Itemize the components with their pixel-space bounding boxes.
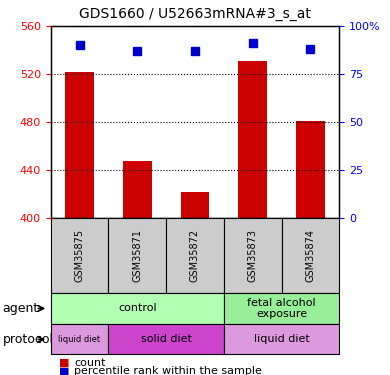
Bar bbox=[181, 192, 209, 217]
Text: control: control bbox=[118, 303, 157, 313]
Bar bbox=[296, 121, 325, 218]
Text: GSM35873: GSM35873 bbox=[248, 228, 258, 282]
Text: ■: ■ bbox=[58, 366, 69, 375]
Text: count: count bbox=[74, 358, 106, 368]
Text: percentile rank within the sample: percentile rank within the sample bbox=[74, 366, 262, 375]
Bar bbox=[123, 161, 152, 218]
Text: agent: agent bbox=[3, 302, 39, 315]
Text: GSM35874: GSM35874 bbox=[305, 228, 316, 282]
Text: protocol: protocol bbox=[3, 333, 53, 346]
Text: GSM35872: GSM35872 bbox=[190, 228, 200, 282]
Title: GDS1660 / U52663mRNA#3_s_at: GDS1660 / U52663mRNA#3_s_at bbox=[79, 7, 311, 21]
Text: fetal alcohol
exposure: fetal alcohol exposure bbox=[247, 298, 316, 319]
Bar bbox=[238, 61, 267, 217]
Text: liquid diet: liquid diet bbox=[58, 335, 101, 344]
Text: GSM35875: GSM35875 bbox=[74, 228, 85, 282]
Text: ■: ■ bbox=[58, 358, 69, 368]
Text: liquid diet: liquid diet bbox=[254, 334, 309, 344]
Text: GSM35871: GSM35871 bbox=[132, 228, 142, 282]
Text: solid diet: solid diet bbox=[141, 334, 191, 344]
Bar bbox=[65, 72, 94, 217]
